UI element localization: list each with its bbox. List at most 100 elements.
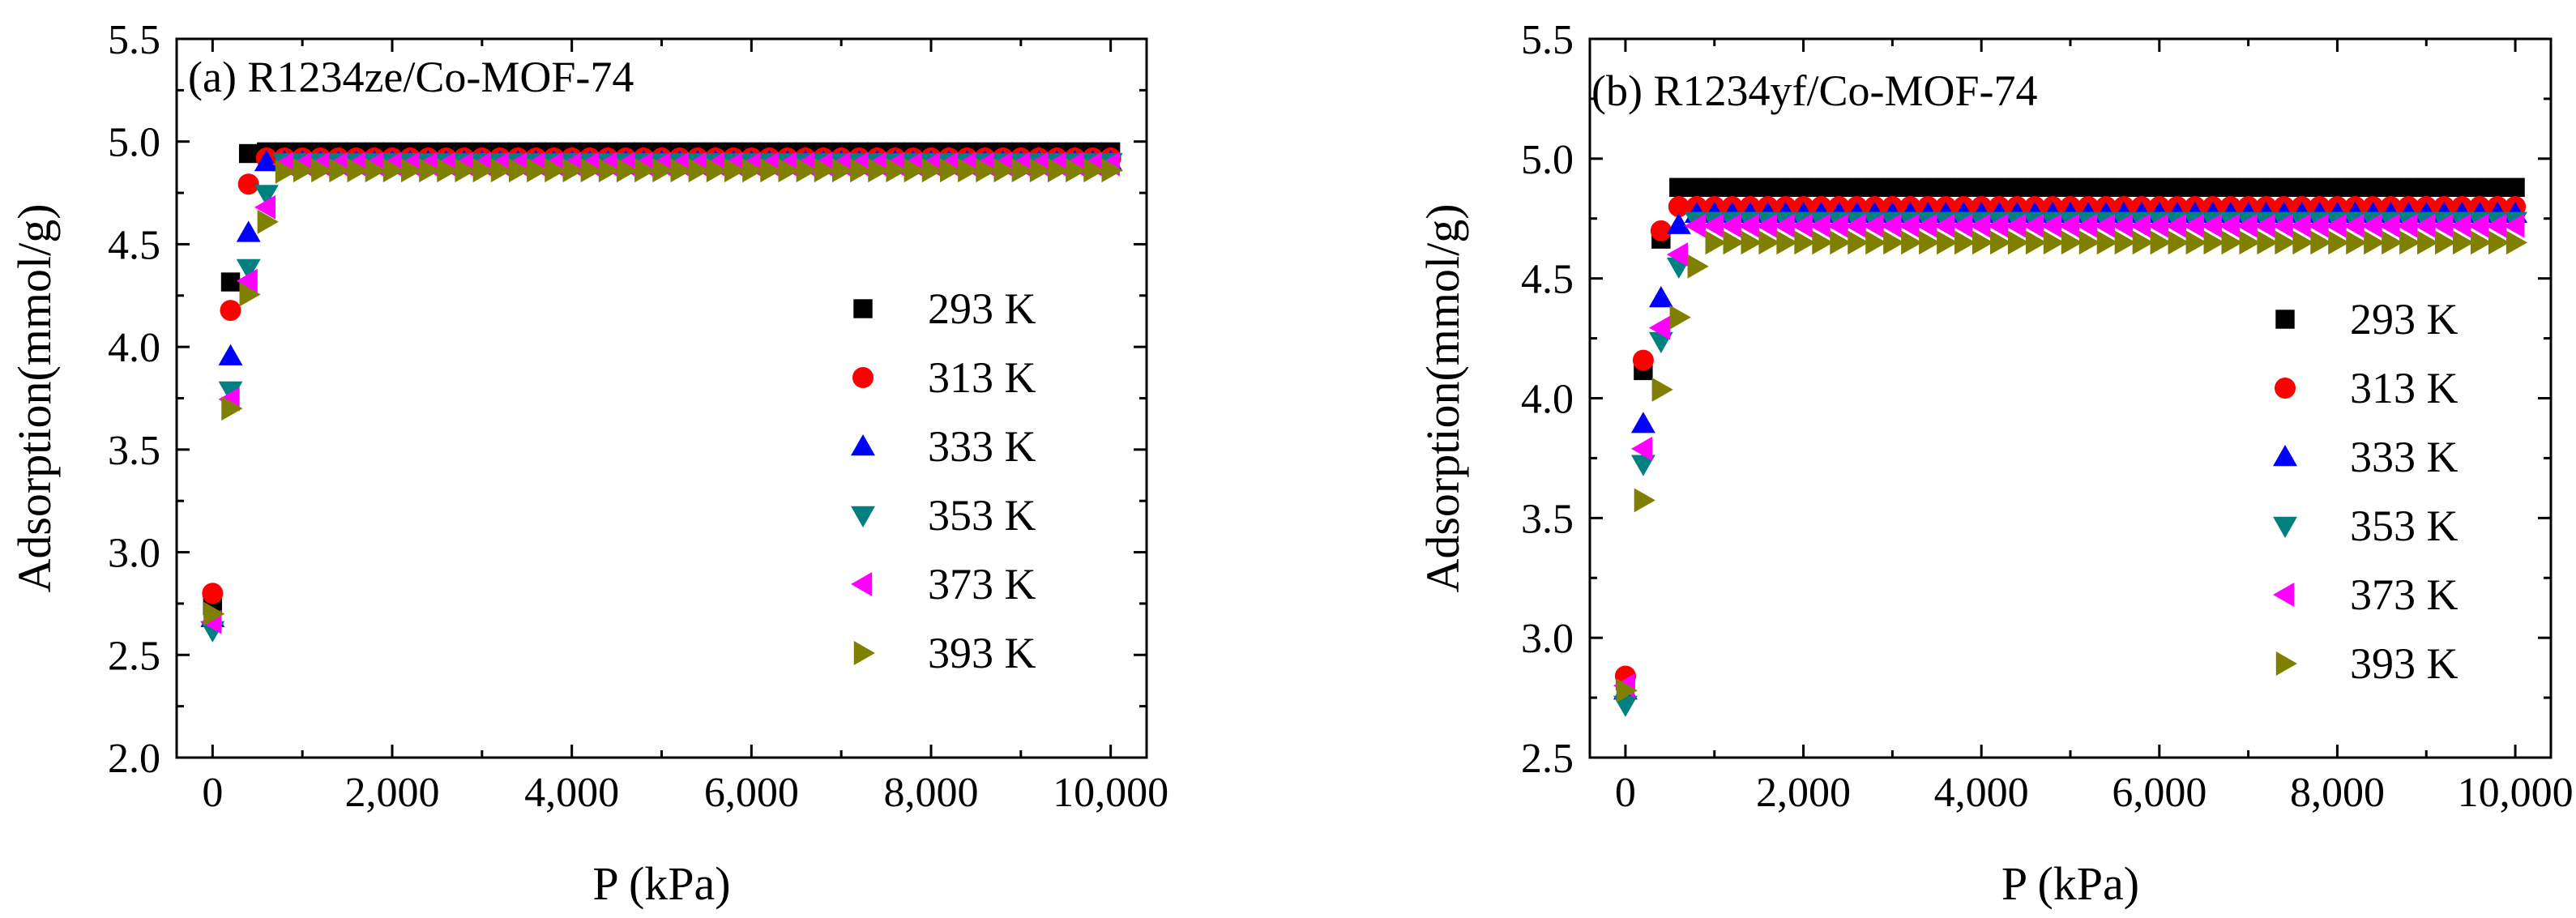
y-tick-label: 3.5 bbox=[108, 428, 160, 474]
data-point bbox=[2257, 230, 2279, 255]
x-tick-label: 8,000 bbox=[2290, 770, 2385, 816]
data-point bbox=[1880, 213, 1902, 238]
data-point bbox=[2025, 177, 2044, 198]
data-point bbox=[1793, 177, 1813, 198]
legend-label: 373 K bbox=[928, 560, 1036, 608]
data-point bbox=[2414, 213, 2436, 238]
y-tick-label: 2.5 bbox=[108, 633, 160, 679]
data-point bbox=[1951, 213, 1973, 238]
data-point bbox=[1684, 213, 1706, 238]
x-tick-label: 10,000 bbox=[1053, 770, 1168, 816]
data-point bbox=[1829, 177, 1849, 198]
data-point bbox=[2150, 177, 2169, 198]
data-point bbox=[1668, 195, 1690, 217]
data-point bbox=[1669, 177, 1689, 198]
data-point bbox=[2164, 213, 2186, 238]
data-point bbox=[2061, 230, 2083, 255]
series-393k bbox=[1616, 230, 2528, 703]
data-point bbox=[2061, 177, 2080, 198]
legend-label: 373 K bbox=[2350, 570, 2459, 619]
data-point bbox=[2503, 213, 2525, 238]
data-point bbox=[2274, 177, 2294, 198]
data-point bbox=[1883, 230, 1905, 255]
y-tick-label: 2.0 bbox=[108, 736, 160, 782]
data-point bbox=[293, 158, 315, 183]
series-293k bbox=[1616, 177, 2525, 691]
data-point bbox=[1634, 488, 1655, 513]
y-tick-label: 5.5 bbox=[108, 17, 160, 63]
legend-label: 333 K bbox=[2350, 433, 2459, 481]
data-point bbox=[2168, 230, 2189, 255]
data-point bbox=[868, 158, 890, 183]
data-point bbox=[1083, 158, 1105, 183]
data-point bbox=[1705, 230, 1727, 255]
data-point bbox=[598, 158, 620, 183]
data-point bbox=[1669, 305, 1691, 330]
chart-panel-b: 0 2,000 4,000 6,000 8,000 10,000 2.5 3.0 3.5 4.0 4… bbox=[1416, 17, 2574, 910]
data-point bbox=[1936, 177, 1955, 198]
data-point bbox=[236, 258, 261, 280]
data-point bbox=[1755, 213, 1777, 238]
data-point bbox=[1865, 177, 1885, 198]
data-point bbox=[472, 158, 494, 183]
y-tick-label: 4.5 bbox=[1521, 257, 1574, 303]
data-point bbox=[2093, 213, 2116, 238]
data-point bbox=[2218, 213, 2240, 238]
y-axis-title: Adsorption(mmol/g) bbox=[1416, 203, 1469, 592]
data-point bbox=[634, 158, 656, 183]
data-point bbox=[254, 194, 276, 220]
data-point bbox=[2327, 177, 2347, 198]
data-point bbox=[2452, 230, 2475, 255]
data-point bbox=[1776, 230, 1798, 255]
y-tick-label: 3.0 bbox=[1521, 616, 1574, 662]
data-point bbox=[455, 158, 476, 183]
data-point bbox=[1954, 177, 1973, 198]
data-point bbox=[2182, 213, 2204, 238]
data-point bbox=[220, 300, 241, 322]
data-point bbox=[1648, 315, 1671, 340]
data-point bbox=[221, 396, 243, 421]
data-point bbox=[2239, 230, 2261, 255]
data-point bbox=[2485, 213, 2507, 238]
data-point bbox=[1687, 254, 1709, 279]
data-point bbox=[2256, 177, 2276, 198]
data-point bbox=[850, 158, 872, 183]
legend-label: 293 K bbox=[2350, 295, 2459, 344]
data-point bbox=[2114, 177, 2134, 198]
data-point bbox=[254, 150, 279, 172]
data-point bbox=[1812, 230, 1834, 255]
data-point bbox=[1650, 220, 1672, 241]
data-point bbox=[993, 158, 1015, 183]
data-point bbox=[1848, 230, 1869, 255]
data-point bbox=[2096, 177, 2116, 198]
data-point bbox=[1758, 230, 1780, 255]
data-point bbox=[2203, 230, 2225, 255]
data-point bbox=[796, 158, 818, 183]
x-tick-label: 4,000 bbox=[524, 770, 619, 816]
data-point bbox=[2450, 213, 2471, 238]
data-point bbox=[1898, 213, 1920, 238]
data-point bbox=[2396, 213, 2418, 238]
y-axis-title: Adsorption(mmol/g) bbox=[8, 203, 61, 592]
data-point bbox=[2470, 230, 2493, 255]
legend-marker bbox=[853, 641, 875, 665]
data-point bbox=[1011, 158, 1033, 183]
x-tick-label: 0 bbox=[202, 770, 223, 816]
data-point bbox=[2058, 213, 2080, 238]
data-point bbox=[1666, 242, 1689, 267]
data-point bbox=[1916, 213, 1937, 238]
data-point bbox=[2381, 177, 2401, 198]
data-point bbox=[1933, 213, 1955, 238]
data-point bbox=[1687, 177, 1707, 198]
data-point bbox=[1830, 230, 1852, 255]
data-point bbox=[2360, 213, 2382, 238]
legend-label: 353 K bbox=[928, 491, 1036, 540]
legend-marker bbox=[851, 434, 875, 456]
data-point bbox=[1862, 213, 1884, 238]
data-point bbox=[1987, 213, 2009, 238]
data-point bbox=[1047, 158, 1070, 183]
data-point bbox=[1794, 230, 1816, 255]
data-point bbox=[904, 158, 925, 183]
legend-marker bbox=[2273, 583, 2295, 607]
